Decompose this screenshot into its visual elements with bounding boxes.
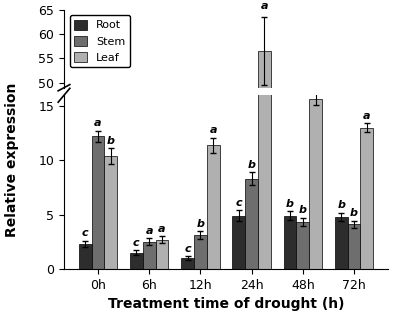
- Text: b: b: [196, 219, 204, 229]
- Bar: [104, 156, 117, 269]
- Bar: [360, 128, 373, 269]
- Text: b: b: [299, 205, 307, 215]
- Text: b: b: [107, 136, 115, 146]
- Bar: [348, 307, 360, 320]
- Text: b: b: [248, 160, 256, 170]
- Bar: [92, 136, 104, 269]
- Bar: [348, 224, 360, 269]
- Text: c: c: [236, 197, 242, 207]
- Bar: [296, 222, 309, 269]
- Bar: [284, 303, 296, 320]
- Text: a: a: [210, 125, 217, 135]
- Bar: [194, 312, 207, 320]
- Bar: [156, 314, 168, 320]
- Bar: [207, 271, 220, 320]
- Text: a: a: [146, 226, 153, 236]
- Bar: [104, 276, 117, 320]
- Bar: [181, 258, 194, 269]
- Bar: [258, 51, 271, 320]
- Text: b: b: [286, 199, 294, 209]
- Bar: [309, 99, 322, 269]
- Bar: [296, 306, 309, 320]
- Text: a: a: [261, 1, 268, 11]
- Text: c: c: [184, 244, 191, 254]
- Bar: [79, 244, 92, 269]
- Bar: [245, 179, 258, 269]
- Text: a: a: [312, 231, 319, 242]
- Text: a: a: [94, 118, 102, 128]
- Bar: [92, 267, 104, 320]
- Bar: [232, 216, 245, 269]
- Bar: [245, 286, 258, 320]
- Text: b: b: [337, 200, 345, 210]
- Text: Relative expression: Relative expression: [5, 83, 19, 237]
- X-axis label: Treatment time of drought (h): Treatment time of drought (h): [108, 297, 344, 311]
- Bar: [143, 315, 156, 320]
- Text: a: a: [363, 111, 371, 121]
- Bar: [284, 216, 296, 269]
- Bar: [335, 217, 348, 269]
- Bar: [130, 252, 143, 269]
- Legend: Root, Stem, Leaf: Root, Stem, Leaf: [70, 15, 130, 68]
- Text: a: a: [158, 224, 166, 234]
- Text: c: c: [82, 228, 88, 238]
- Bar: [156, 239, 168, 269]
- Text: b: b: [350, 208, 358, 218]
- Bar: [143, 242, 156, 269]
- Bar: [258, 0, 271, 269]
- Bar: [79, 316, 92, 320]
- Bar: [360, 263, 373, 320]
- Bar: [335, 303, 348, 320]
- Bar: [194, 235, 207, 269]
- Text: c: c: [133, 238, 140, 248]
- Bar: [207, 145, 220, 269]
- Bar: [232, 303, 245, 320]
- Bar: [309, 250, 322, 320]
